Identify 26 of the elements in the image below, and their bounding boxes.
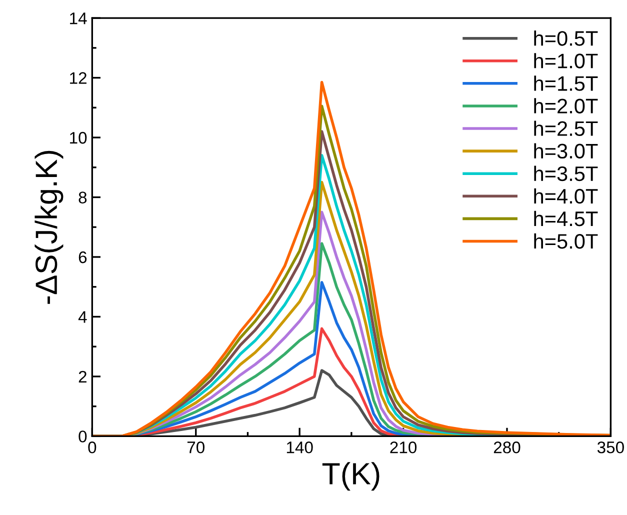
legend-label: h=3.0T [534, 143, 598, 159]
x-tick-label: 350 [597, 442, 624, 454]
y-tick-label: 12 [70, 72, 86, 84]
legend-label: h=4.0T [534, 188, 598, 204]
legend-label: h=4.5T [534, 210, 598, 226]
x-tick-label: 210 [390, 442, 417, 454]
y-tick-label: 4 [78, 311, 87, 323]
legend-label: h=2.5T [534, 120, 598, 136]
y-tick-label: 0 [78, 430, 87, 442]
legend-label: h=2.0T [534, 98, 598, 114]
legend-label: h=1.0T [534, 53, 598, 68]
y-tick-label: 14 [70, 12, 87, 24]
x-tick-label: 0 [88, 442, 96, 454]
legend-label: h=3.5T [534, 166, 598, 182]
y-tick-label: 10 [70, 132, 87, 144]
y-axis-title: -ΔS(J/kg.K) [34, 150, 64, 304]
y-tick-label: 6 [78, 251, 87, 264]
y-tick-label: 8 [78, 192, 87, 204]
x-tick-label: 70 [187, 442, 204, 454]
legend-label: h=5.0T [534, 233, 598, 249]
y-tick-label: 2 [78, 370, 86, 383]
legend-label: h=0.5T [534, 30, 598, 46]
legend-label: h=1.5T [534, 76, 598, 91]
x-tick-label: 140 [286, 442, 313, 454]
x-tick-label: 280 [494, 442, 520, 454]
x-axis-title: T(K) [322, 462, 380, 491]
